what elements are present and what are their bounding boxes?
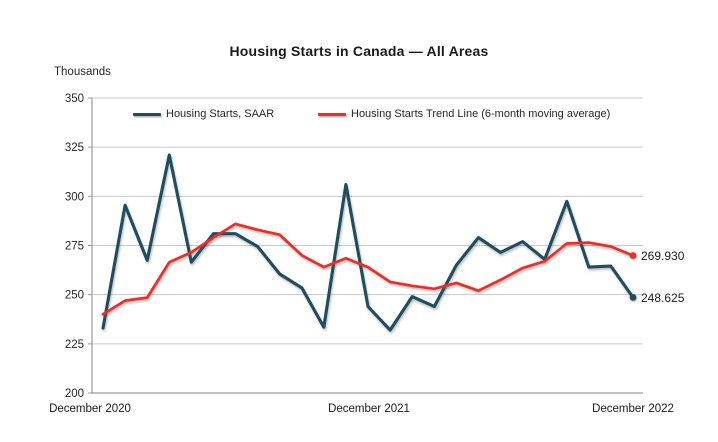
trend-line	[101, 222, 635, 316]
x-tick-label-dec-2022: December 2022	[592, 403, 674, 415]
saar-line-end-dot	[629, 293, 637, 301]
chart-title: Housing Starts in Canada — All Areas	[229, 43, 489, 59]
x-tick-label-dec-2020: December 2020	[49, 403, 131, 415]
y-tick-label: 200	[65, 388, 84, 400]
legend-item-trend: Housing Starts Trend Line (6-month movin…	[318, 107, 610, 121]
legend-item-saar: Housing Starts, SAAR	[133, 107, 274, 121]
y-tick-label: 300	[65, 191, 84, 203]
trend-line-swatch	[318, 112, 346, 116]
y-tick-label: 325	[65, 142, 84, 154]
y-tick-label: 275	[65, 241, 84, 253]
y-tick-label: 225	[65, 339, 84, 351]
saar-line	[101, 153, 635, 332]
trend-end-value-label: 269.930	[641, 249, 685, 263]
y-tick-label: 250	[65, 290, 84, 302]
x-tick-label-dec-2021: December 2021	[328, 403, 410, 415]
legend-label-saar: Housing Starts, SAAR	[166, 108, 275, 120]
trend-line-end-dot	[629, 252, 637, 259]
y-tick-label: 350	[65, 93, 84, 105]
saar-end-value-label: 248.625	[641, 291, 685, 305]
legend-label-trend: Housing Starts Trend Line (6-month movin…	[351, 108, 611, 120]
y-axis-unit-label: Thousands	[54, 66, 111, 78]
saar-line-swatch	[133, 112, 161, 116]
